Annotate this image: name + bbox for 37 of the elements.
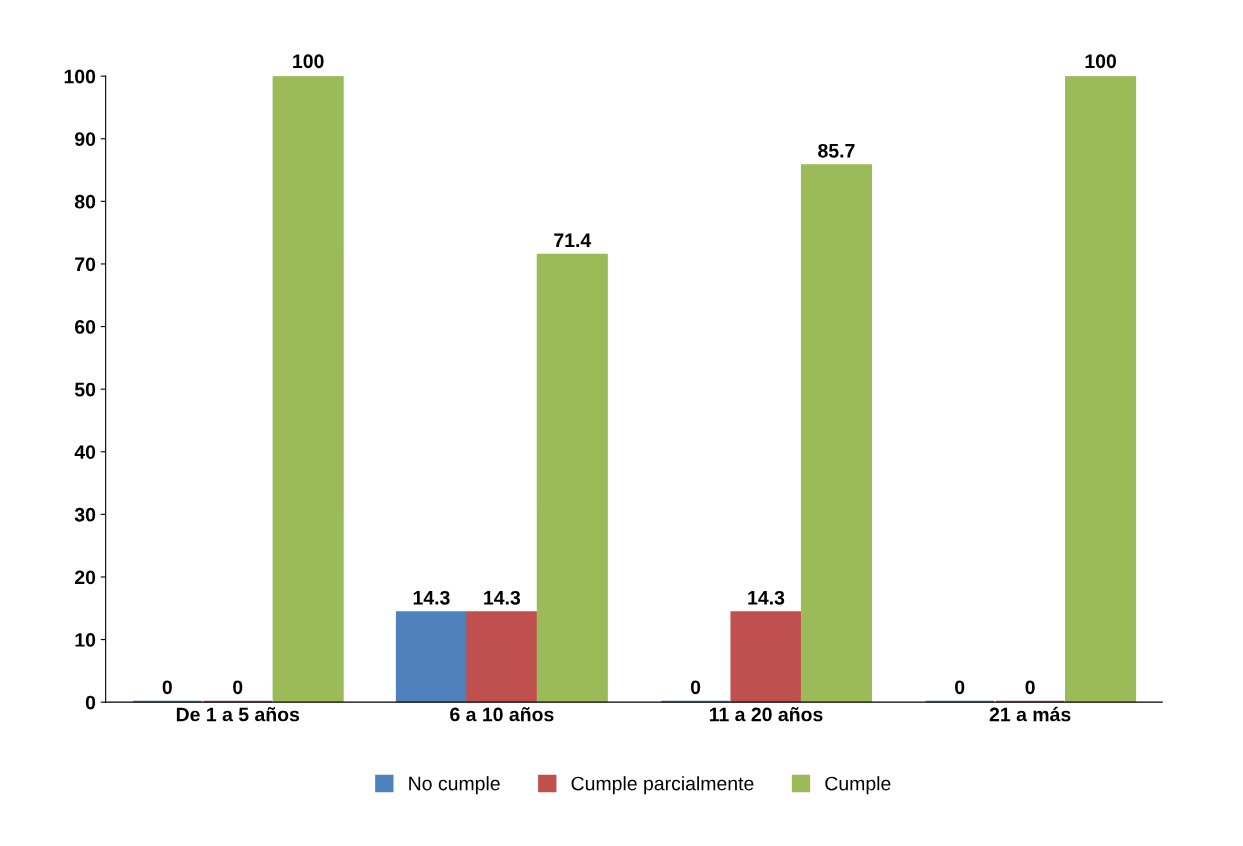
y-tick-label: 80 bbox=[74, 194, 96, 209]
y-tick-label: 70 bbox=[75, 257, 96, 272]
legend-label: No cumple bbox=[409, 776, 500, 795]
x-tick-label: 11 a 20 años bbox=[709, 707, 823, 722]
bar bbox=[272, 76, 344, 703]
bar bbox=[536, 253, 608, 703]
y-tick-label: 10 bbox=[75, 633, 96, 647]
data-label: 14.3 bbox=[484, 590, 521, 605]
legend-label: Cumple parcialmente bbox=[571, 776, 754, 795]
data-label: 0 bbox=[1025, 680, 1035, 695]
data-label: 71.4 bbox=[554, 233, 592, 247]
data-label: 100 bbox=[1085, 54, 1116, 69]
x-tick-label: 21 a más bbox=[989, 706, 1071, 722]
y-tick-label: 60 bbox=[75, 320, 96, 334]
y-tick-label: 30 bbox=[74, 507, 96, 522]
x-tick-label: De 1 a 5 años bbox=[176, 707, 300, 722]
y-tick-label: 0 bbox=[85, 695, 96, 710]
bar bbox=[1065, 76, 1137, 703]
data-label: 0 bbox=[690, 680, 701, 695]
y-tick-label: 100 bbox=[64, 69, 96, 84]
bar bbox=[800, 164, 872, 703]
data-label: 0 bbox=[162, 680, 172, 695]
y-tick-label: 40 bbox=[74, 445, 96, 459]
data-label: 0 bbox=[233, 680, 243, 695]
bar bbox=[395, 611, 467, 703]
legend-label: Cumple bbox=[825, 776, 891, 795]
y-tick-label: 90 bbox=[74, 132, 96, 146]
data-label: 0 bbox=[955, 680, 965, 695]
bar bbox=[466, 611, 538, 703]
y-tick-label: 50 bbox=[74, 382, 96, 397]
data-label: 85.7 bbox=[818, 143, 855, 158]
x-tick-label: 6 a 10 años bbox=[450, 707, 554, 722]
data-label: 14.3 bbox=[748, 590, 785, 605]
y-tick-label: 20 bbox=[74, 570, 96, 585]
data-label: 100 bbox=[293, 54, 324, 69]
data-label: 14.3 bbox=[413, 590, 450, 605]
bar bbox=[730, 611, 802, 703]
